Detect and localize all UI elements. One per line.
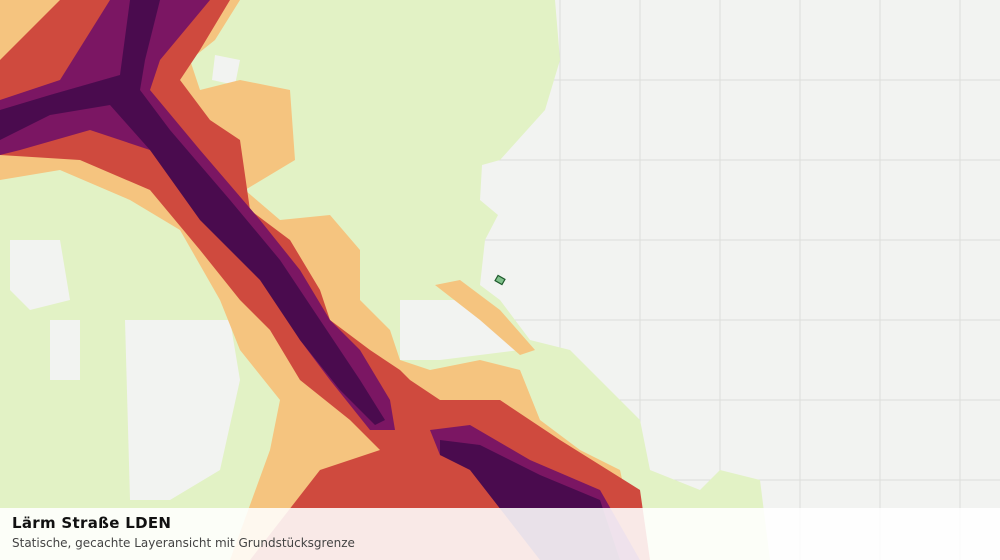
noise-band-mid-side xyxy=(435,280,535,355)
layer-subtitle: Statische, gecachte Layeransicht mit Gru… xyxy=(12,536,355,550)
layer-title: Lärm Straße LDEN xyxy=(12,514,172,532)
parcel-boundary xyxy=(494,274,506,286)
quiet-areas xyxy=(10,55,520,500)
caption-bar: Lärm Straße LDEN Statische, gecachte Lay… xyxy=(0,508,1000,560)
